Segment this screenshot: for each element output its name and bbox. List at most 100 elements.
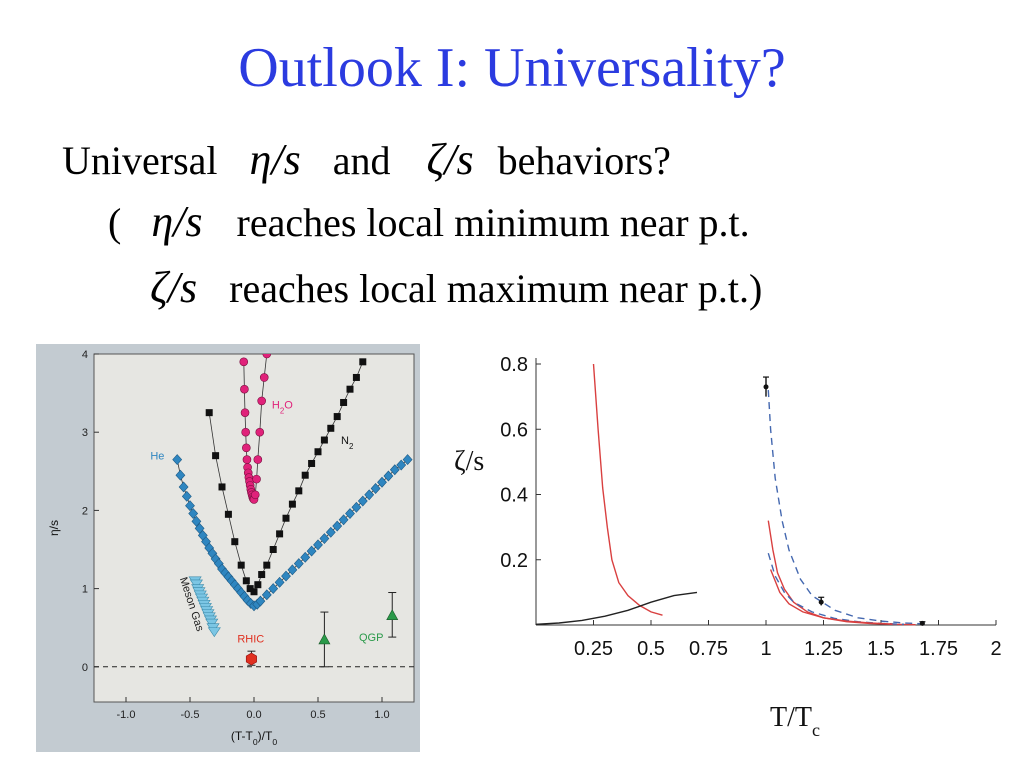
he-point: [172, 454, 183, 466]
x-tick-label: 1.5: [867, 638, 895, 660]
he-point: [287, 564, 298, 576]
h2o-point: [241, 427, 250, 437]
n2-point: [218, 483, 226, 491]
line3-post: reaches local maximum near p.t.): [229, 266, 763, 311]
he-point: [402, 454, 413, 466]
x-tick-label: 1.75: [919, 638, 958, 660]
text-line-2: ( η/s reaches local minimum near p.t.: [108, 200, 750, 245]
he-point: [188, 508, 199, 519]
x-tick-label: 0.5: [310, 709, 325, 721]
rhic-point: [245, 652, 257, 666]
h2o-point: [257, 396, 266, 406]
n2-point: [224, 510, 232, 518]
zeta-curve-red-solid: [592, 363, 663, 616]
he-point: [181, 490, 192, 502]
he-label: He: [150, 451, 164, 463]
he-point: [332, 520, 343, 532]
h2o-point: [253, 455, 263, 464]
he-point: [306, 545, 317, 557]
n2-point: [269, 546, 277, 554]
qgp-label: QGP: [359, 632, 383, 644]
he-point: [345, 508, 355, 519]
line2-open: (: [108, 200, 122, 245]
n2-point: [340, 398, 348, 406]
he-point: [383, 470, 394, 482]
zeta-s-symbol-2: ζ/s: [150, 263, 198, 312]
n2-point: [212, 452, 220, 460]
he-point: [325, 526, 336, 538]
data-point: [763, 384, 769, 390]
x-tick-label: 1.25: [804, 638, 843, 660]
h2o-point: [242, 443, 251, 453]
y-tick-label: 2: [82, 505, 88, 517]
he-point: [338, 514, 349, 526]
h2o-point: [240, 384, 249, 394]
he-point: [300, 551, 311, 563]
x-tick-label: 1.0: [374, 709, 389, 721]
he-point: [268, 583, 279, 595]
he-point: [281, 570, 291, 582]
he-point: [191, 515, 202, 527]
y-tick-label: 0.2: [500, 550, 528, 572]
n2-point: [288, 500, 296, 508]
he-point: [357, 495, 368, 507]
zeta-curve-blue-dashed: [767, 390, 928, 625]
zeta-curve-blue-dashed: [767, 552, 905, 625]
eta-s-symbol: η/s: [249, 135, 301, 184]
eta-s-symbol-2: η/s: [151, 197, 203, 246]
n2-point: [314, 448, 322, 456]
h2o-point: [252, 474, 261, 484]
n2-point: [258, 571, 266, 579]
plot-area: [93, 353, 415, 703]
x-axis-label: T/Tc: [770, 702, 820, 738]
eta-s-chart: -1.0 -0.5 0.0 0.5 1.0 0 1 2 3 4 (T-T0)/T0 η/s H2O N2 H…: [36, 344, 420, 752]
n2-point: [263, 561, 271, 569]
h2o-point: [259, 373, 269, 382]
qgp-point: [386, 609, 399, 620]
he-point: [319, 533, 330, 545]
text-line-3: ζ/s reaches local maximum near p.t.): [150, 266, 762, 311]
he-point: [274, 576, 285, 588]
he-point: [175, 469, 186, 481]
zeta-curve-red-solid: [769, 569, 893, 625]
x-tick-label: 2: [990, 638, 1001, 660]
h2o-point: [255, 427, 265, 437]
h2o-label: H2O: [272, 400, 293, 416]
n2-point: [276, 530, 284, 538]
line1-mid: and: [332, 138, 391, 183]
plot-series: [172, 354, 413, 668]
zeta-s-chart: 0.2 0.4 0.6 0.8 0.25 0.5 0.75 1 1.25 1.5 1.75 2 ζ/s T…: [454, 354, 1002, 738]
x-tick-label: 0.25: [574, 638, 613, 660]
qgp-point: [318, 633, 331, 645]
he-point: [178, 481, 189, 493]
n2-label: N2: [341, 435, 353, 451]
x-tick-label: 0.0: [246, 709, 261, 721]
he-point: [370, 483, 381, 494]
data-point: [818, 599, 824, 605]
h2o-point: [262, 354, 272, 359]
h2o-point: [242, 455, 252, 464]
h2o-point: [250, 490, 260, 500]
y-tick-label: 4: [82, 349, 88, 361]
he-point: [389, 464, 400, 476]
n2-point: [320, 436, 328, 444]
line1-pre: Universal: [62, 138, 218, 183]
page-title: Outlook I: Universality?: [238, 37, 786, 99]
x-tick-label: -1.0: [117, 709, 136, 721]
n2-point: [301, 471, 309, 479]
he-point: [255, 595, 266, 607]
line1-post: behaviors?: [497, 138, 671, 183]
he-point: [377, 476, 387, 488]
data-point: [919, 620, 925, 626]
n2-point: [237, 561, 245, 569]
he-point: [351, 501, 362, 513]
y-tick-label: 0: [82, 662, 88, 674]
zeta-s-symbol: ζ/s: [426, 135, 474, 184]
x-tick-label: 0.75: [689, 638, 728, 660]
n2-point: [246, 585, 254, 593]
n2-point: [295, 487, 303, 495]
he-point: [364, 489, 375, 501]
y-tick-label: 3: [82, 427, 88, 439]
n2-point: [346, 385, 354, 393]
n2-point: [333, 413, 341, 421]
